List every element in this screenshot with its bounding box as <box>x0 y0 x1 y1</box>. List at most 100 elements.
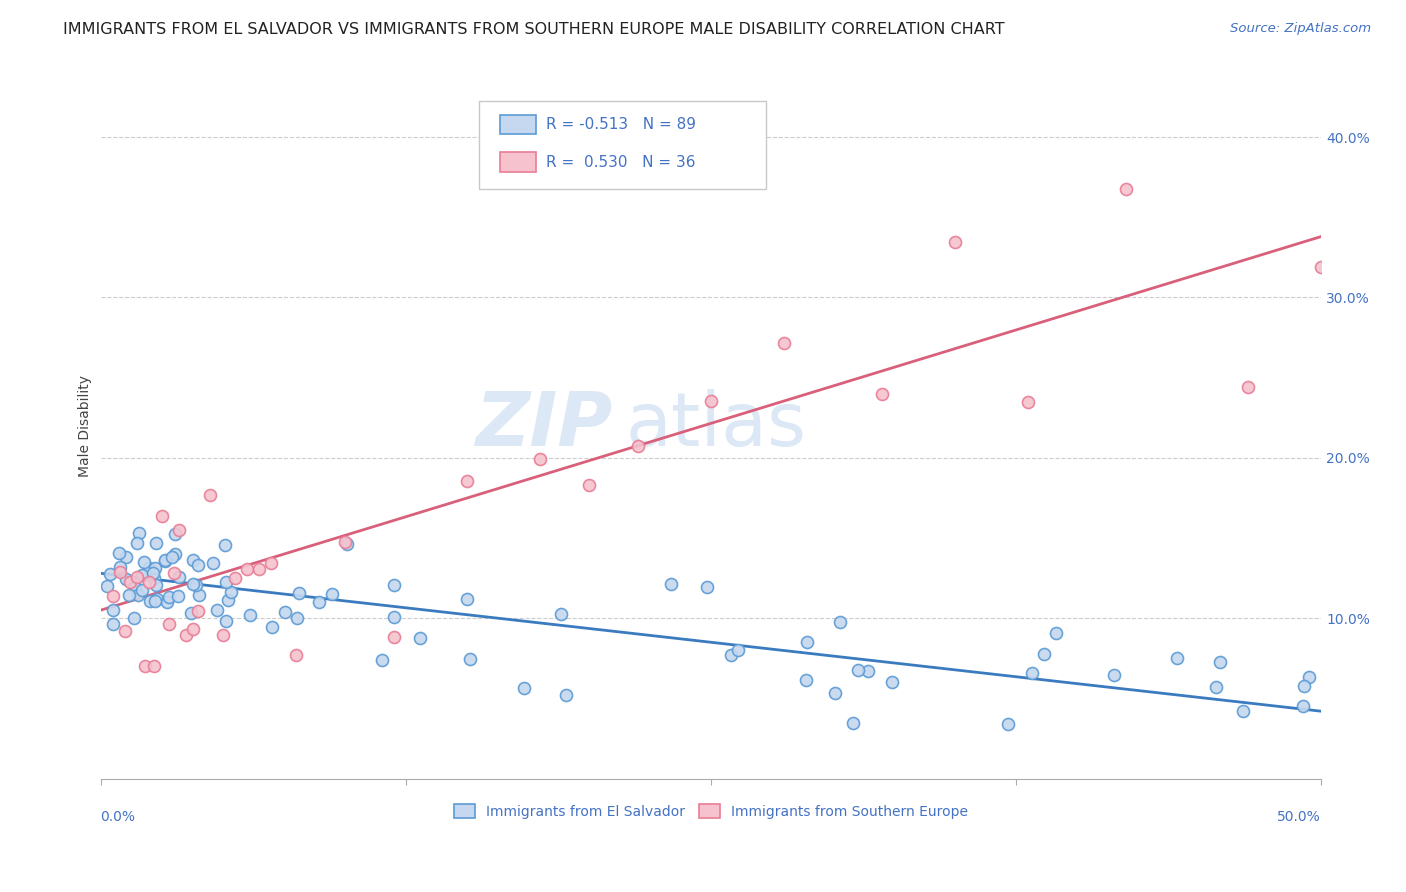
Point <box>174 627 197 641</box>
Point <box>110 560 132 574</box>
Point <box>720 648 742 662</box>
Point <box>187 604 209 618</box>
Point <box>205 603 228 617</box>
Point <box>115 573 138 587</box>
Point <box>124 580 146 594</box>
Point <box>842 716 865 731</box>
Point <box>180 606 202 620</box>
Point <box>181 577 204 591</box>
Point <box>122 610 145 624</box>
Point <box>1115 182 1137 196</box>
Point <box>224 571 246 585</box>
Point <box>1237 380 1260 394</box>
Point <box>142 566 165 580</box>
FancyBboxPatch shape <box>479 101 766 189</box>
Point <box>727 643 749 657</box>
Point <box>846 663 869 677</box>
FancyBboxPatch shape <box>499 114 536 135</box>
Point <box>184 577 207 591</box>
Point <box>1232 704 1254 718</box>
Point <box>409 631 432 645</box>
Point <box>215 614 238 628</box>
Point <box>101 589 124 603</box>
Point <box>260 556 283 570</box>
Point <box>145 536 167 550</box>
Point <box>274 605 297 619</box>
Point <box>166 590 188 604</box>
Point <box>321 587 343 601</box>
Point <box>239 608 262 623</box>
Point <box>284 648 307 662</box>
Point <box>627 439 650 453</box>
Point <box>555 689 578 703</box>
Point <box>202 556 225 570</box>
Point <box>308 595 330 609</box>
Point <box>288 585 311 599</box>
Point <box>1205 681 1227 695</box>
Text: Source: ZipAtlas.com: Source: ZipAtlas.com <box>1230 22 1371 36</box>
Point <box>1102 667 1125 681</box>
Point <box>1292 679 1315 693</box>
Point <box>200 488 222 502</box>
Point <box>456 475 478 489</box>
Point <box>143 659 166 673</box>
Point <box>260 620 283 634</box>
Point <box>153 554 176 568</box>
Point <box>382 577 405 591</box>
Point <box>131 582 153 597</box>
Y-axis label: Male Disability: Male Disability <box>79 375 93 477</box>
Point <box>773 336 796 351</box>
Point <box>830 615 852 629</box>
Point <box>858 664 880 678</box>
Point <box>882 674 904 689</box>
Point <box>247 562 270 576</box>
Point <box>163 527 186 541</box>
Point <box>1298 670 1320 684</box>
Point <box>1045 626 1067 640</box>
Point <box>181 553 204 567</box>
Legend: Immigrants from El Salvador, Immigrants from Southern Europe: Immigrants from El Salvador, Immigrants … <box>449 798 973 824</box>
Point <box>163 566 186 580</box>
Point <box>114 624 136 638</box>
Point <box>134 659 156 673</box>
Point <box>1017 395 1039 409</box>
Text: R =  0.530   N = 36: R = 0.530 N = 36 <box>546 155 696 170</box>
Point <box>127 535 149 549</box>
Point <box>138 574 160 589</box>
Point <box>236 562 259 576</box>
Text: ZIP: ZIP <box>477 389 613 462</box>
Point <box>997 716 1019 731</box>
Point <box>211 628 233 642</box>
Point <box>529 452 551 467</box>
Point <box>118 588 141 602</box>
Point <box>336 537 359 551</box>
Point <box>131 568 153 582</box>
Point <box>217 593 239 607</box>
Point <box>138 561 160 575</box>
Point <box>794 673 817 687</box>
Point <box>127 569 149 583</box>
Point <box>150 509 173 524</box>
Point <box>943 235 966 250</box>
Point <box>1021 665 1043 680</box>
Text: R = -0.513   N = 89: R = -0.513 N = 89 <box>546 117 696 132</box>
Point <box>167 523 190 537</box>
Text: atlas: atlas <box>626 389 807 462</box>
Point <box>221 585 243 599</box>
Point <box>167 569 190 583</box>
Text: IMMIGRANTS FROM EL SALVADOR VS IMMIGRANTS FROM SOUTHERN EUROPE MALE DISABILITY C: IMMIGRANTS FROM EL SALVADOR VS IMMIGRANT… <box>63 22 1005 37</box>
Point <box>659 577 682 591</box>
Point <box>114 549 136 564</box>
Point <box>160 549 183 564</box>
Text: 50.0%: 50.0% <box>1278 810 1322 824</box>
Point <box>101 603 124 617</box>
Point <box>824 686 846 700</box>
Point <box>146 591 169 606</box>
Point <box>108 566 131 580</box>
Point <box>157 590 180 604</box>
Point <box>870 387 893 401</box>
Point <box>456 591 478 606</box>
Point <box>333 535 356 549</box>
Point <box>108 546 131 560</box>
Point <box>134 555 156 569</box>
